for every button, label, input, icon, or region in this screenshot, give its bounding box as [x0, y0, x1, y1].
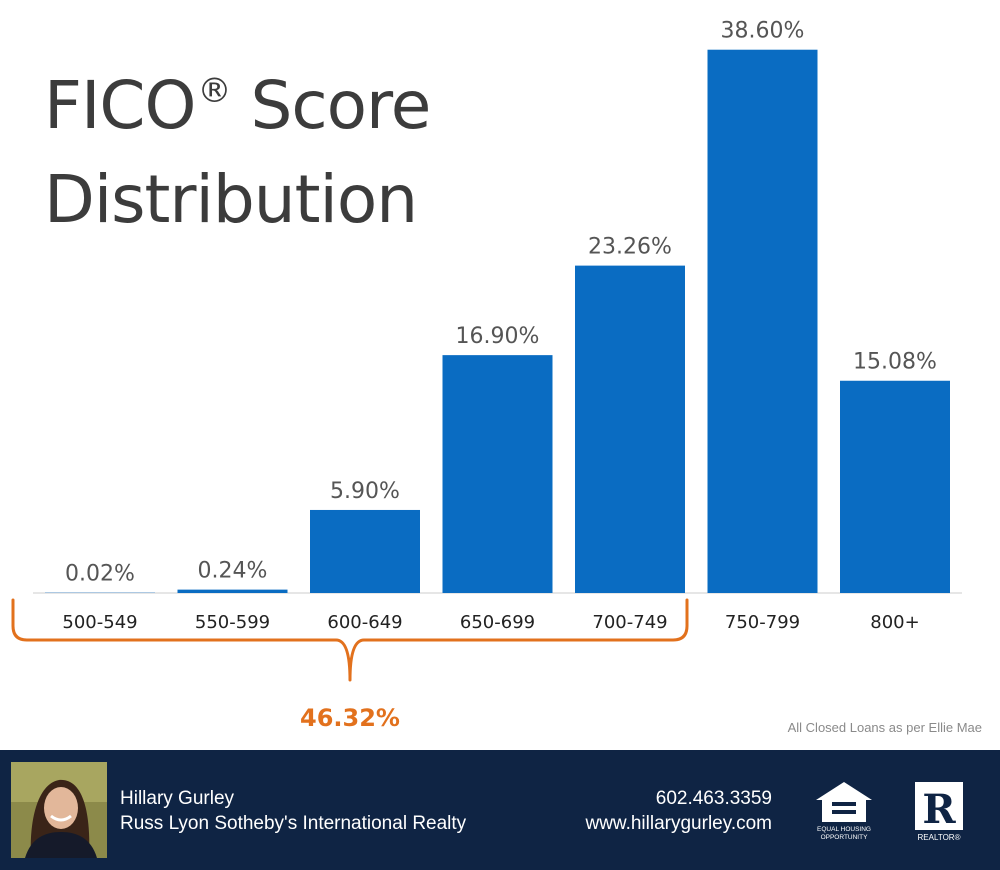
group-total-label: 46.32%	[300, 704, 400, 732]
eho-caption-2: OPPORTUNITY	[821, 834, 868, 841]
registered-mark: ®	[197, 71, 231, 111]
realtor-icon: R REALTOR®	[915, 782, 963, 842]
category-label-500-549: 500-549	[62, 612, 137, 633]
agent-name: Hillary Gurley	[120, 788, 235, 809]
svg-text:R: R	[922, 786, 956, 833]
data-label-800+: 15.08%	[853, 350, 937, 375]
category-label-800+: 800+	[870, 612, 919, 633]
brokerage-name: Russ Lyon Sotheby's International Realty	[120, 813, 467, 834]
data-label-500-549: 0.02%	[65, 562, 135, 587]
bar-550-599	[177, 589, 288, 593]
phone-number[interactable]: 602.463.3359	[655, 788, 772, 809]
bar-750-799	[707, 49, 818, 593]
bar-650-699	[442, 355, 553, 593]
category-label-700-749: 700-749	[592, 612, 667, 633]
equal-housing-opportunity-icon: EQUAL HOUSING OPPORTUNITY	[816, 782, 872, 841]
bar-800+	[840, 380, 950, 593]
category-label-650-699: 650-699	[460, 612, 535, 633]
data-label-600-649: 5.90%	[330, 479, 400, 504]
bar-chart: 0.02% 500-549 0.24% 550-599 5.90% 600-649 16.9…	[11, 19, 962, 732]
agent-photo-icon	[11, 762, 107, 858]
data-label-750-799: 38.60%	[721, 19, 805, 44]
category-label-600-649: 600-649	[327, 612, 402, 633]
title-word-score: Score	[230, 67, 431, 144]
data-label-700-749: 23.26%	[588, 235, 672, 260]
eho-caption-1: EQUAL HOUSING	[817, 826, 871, 833]
title-word-fico: FICO	[44, 67, 196, 144]
title-word-distribution: Distribution	[44, 161, 418, 238]
data-label-550-599: 0.24%	[198, 559, 268, 584]
category-label-750-799: 750-799	[725, 612, 800, 633]
realtor-caption: REALTOR®	[918, 833, 961, 842]
bar-600-649	[310, 509, 420, 593]
data-label-650-699: 16.90%	[456, 324, 540, 349]
source-note: All Closed Loans as per Ellie Mae	[787, 720, 982, 735]
group-bracket	[11, 598, 689, 682]
category-label-550-599: 550-599	[195, 612, 270, 633]
agent-footer: Hillary Gurley Russ Lyon Sotheby's Inter…	[0, 750, 1000, 870]
website-link[interactable]: www.hillarygurley.com	[585, 813, 772, 834]
bar-700-749	[575, 265, 685, 593]
chart-title: FICO® Score Distribution	[44, 44, 431, 247]
